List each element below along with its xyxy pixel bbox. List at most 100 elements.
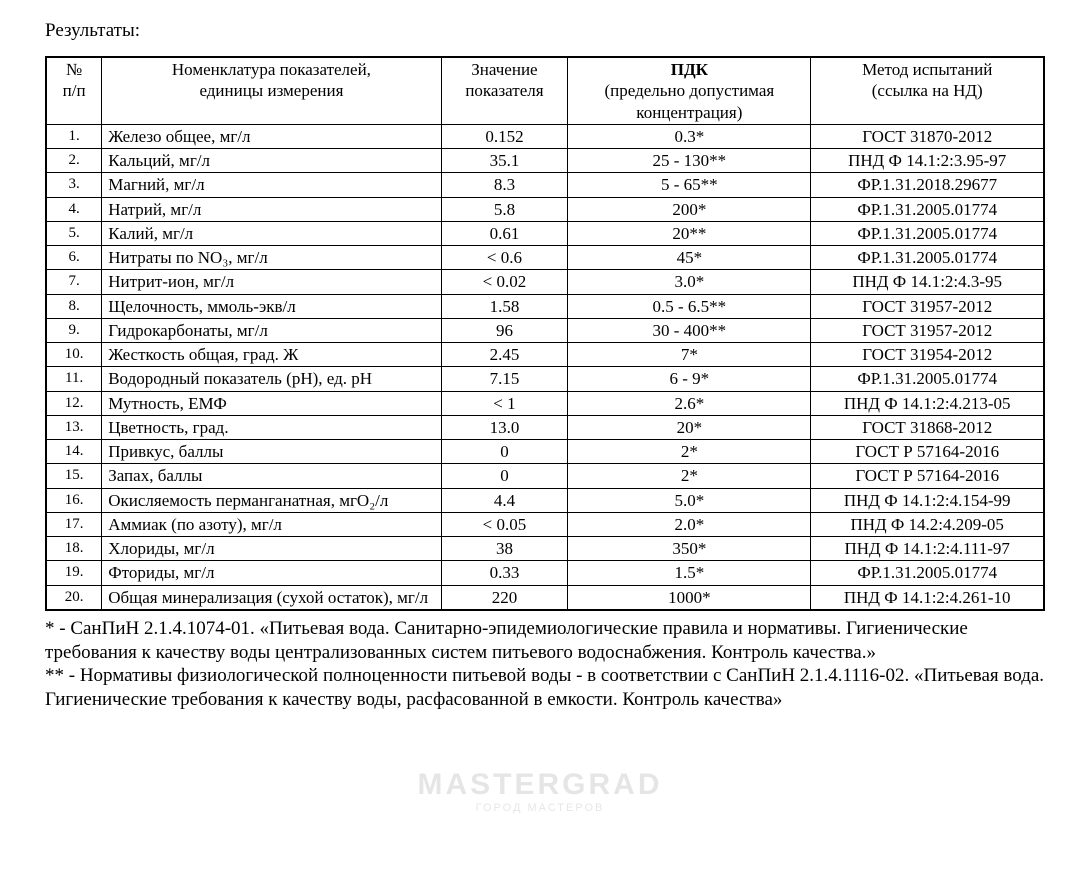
results-title: Результаты: <box>45 20 1045 42</box>
table-row: 14.Привкус, баллы02*ГОСТ Р 57164-2016 <box>46 440 1044 464</box>
results-table: №п/п Номенклатура показателей,единицы из… <box>45 56 1045 611</box>
table-row: 12.Мутность, ЕМФ< 12.6*ПНД Ф 14.1:2:4.21… <box>46 391 1044 415</box>
cell-num: 8. <box>46 294 102 318</box>
cell-method: ФР.1.31.2005.01774 <box>811 197 1044 221</box>
table-row: 7.Нитрит-ион, мг/л< 0.023.0*ПНД Ф 14.1:2… <box>46 270 1044 294</box>
cell-method: ГОСТ 31957-2012 <box>811 294 1044 318</box>
cell-pdk: 2.6* <box>568 391 811 415</box>
cell-pdk: 0.5 - 6.5** <box>568 294 811 318</box>
table-row: 8.Щелочность, ммоль-экв/л1.580.5 - 6.5**… <box>46 294 1044 318</box>
footnote-2: ** - Нормативы физиологической полноценн… <box>45 664 1045 712</box>
table-row: 20.Общая минерализация (сухой остаток), … <box>46 585 1044 610</box>
cell-value: 96 <box>441 318 568 342</box>
cell-num: 16. <box>46 488 102 512</box>
cell-method: ГОСТ 31868-2012 <box>811 415 1044 439</box>
cell-name: Нитрит-ион, мг/л <box>102 270 441 294</box>
cell-value: < 0.02 <box>441 270 568 294</box>
cell-num: 14. <box>46 440 102 464</box>
cell-method: ФР.1.31.2005.01774 <box>811 221 1044 245</box>
cell-name: Водородный показатель (pH), ед. pH <box>102 367 441 391</box>
cell-pdk: 2* <box>568 440 811 464</box>
cell-method: ФР.1.31.2005.01774 <box>811 561 1044 585</box>
cell-value: 38 <box>441 537 568 561</box>
cell-value: < 0.05 <box>441 512 568 536</box>
cell-method: ФР.1.31.2005.01774 <box>811 246 1044 270</box>
cell-value: < 0.6 <box>441 246 568 270</box>
cell-value: 8.3 <box>441 173 568 197</box>
cell-name: Кальций, мг/л <box>102 149 441 173</box>
cell-value: 35.1 <box>441 149 568 173</box>
cell-pdk: 0.3* <box>568 124 811 148</box>
watermark-top: MASTERGRAD <box>418 770 663 800</box>
watermark-bottom: ГОРОД МАСТЕРОВ <box>418 802 663 814</box>
cell-pdk: 45* <box>568 246 811 270</box>
col-header-pdk: ПДК(предельно допустимая концентрация) <box>568 57 811 124</box>
cell-pdk: 25 - 130** <box>568 149 811 173</box>
cell-method: ГОСТ 31957-2012 <box>811 318 1044 342</box>
cell-method: ГОСТ Р 57164-2016 <box>811 464 1044 488</box>
cell-name: Жесткость общая, град. Ж <box>102 343 441 367</box>
cell-name: Железо общее, мг/л <box>102 124 441 148</box>
footnote-1: * - СанПиН 2.1.4.1074-01. «Питьевая вода… <box>45 617 1045 665</box>
cell-num: 9. <box>46 318 102 342</box>
table-body: 1.Железо общее, мг/л0.1520.3*ГОСТ 31870-… <box>46 124 1044 610</box>
table-row: 11.Водородный показатель (pH), ед. pH7.1… <box>46 367 1044 391</box>
cell-pdk: 30 - 400** <box>568 318 811 342</box>
table-row: 9.Гидрокарбонаты, мг/л9630 - 400**ГОСТ 3… <box>46 318 1044 342</box>
cell-num: 18. <box>46 537 102 561</box>
col-header-name: Номенклатура показателей,единицы измерен… <box>102 57 441 124</box>
cell-value: 7.15 <box>441 367 568 391</box>
table-row: 19.Фториды, мг/л0.331.5*ФР.1.31.2005.017… <box>46 561 1044 585</box>
cell-value: 4.4 <box>441 488 568 512</box>
cell-pdk: 7* <box>568 343 811 367</box>
cell-pdk: 2.0* <box>568 512 811 536</box>
cell-value: 5.8 <box>441 197 568 221</box>
cell-value: 13.0 <box>441 415 568 439</box>
table-row: 10.Жесткость общая, град. Ж2.457*ГОСТ 31… <box>46 343 1044 367</box>
cell-method: ГОСТ Р 57164-2016 <box>811 440 1044 464</box>
cell-method: ПНД Ф 14.1:2:4.213-05 <box>811 391 1044 415</box>
cell-value: 1.58 <box>441 294 568 318</box>
table-row: 13.Цветность, град.13.020*ГОСТ 31868-201… <box>46 415 1044 439</box>
cell-name: Запах, баллы <box>102 464 441 488</box>
cell-value: 220 <box>441 585 568 610</box>
cell-pdk: 1000* <box>568 585 811 610</box>
cell-num: 17. <box>46 512 102 536</box>
cell-method: ФР.1.31.2005.01774 <box>811 367 1044 391</box>
cell-method: ПНД Ф 14.1:2:4.154-99 <box>811 488 1044 512</box>
cell-num: 4. <box>46 197 102 221</box>
col-header-num: №п/п <box>46 57 102 124</box>
cell-value: 0.152 <box>441 124 568 148</box>
cell-pdk: 5 - 65** <box>568 173 811 197</box>
cell-num: 10. <box>46 343 102 367</box>
cell-num: 15. <box>46 464 102 488</box>
table-header-row: №п/п Номенклатура показателей,единицы из… <box>46 57 1044 124</box>
cell-num: 19. <box>46 561 102 585</box>
cell-method: ПНД Ф 14.1:2:4.111-97 <box>811 537 1044 561</box>
cell-name: Фториды, мг/л <box>102 561 441 585</box>
cell-pdk: 20** <box>568 221 811 245</box>
cell-name: Магний, мг/л <box>102 173 441 197</box>
table-row: 5.Калий, мг/л0.6120**ФР.1.31.2005.01774 <box>46 221 1044 245</box>
cell-pdk: 5.0* <box>568 488 811 512</box>
cell-method: ПНД Ф 14.1:2:3.95-97 <box>811 149 1044 173</box>
cell-name: Калий, мг/л <box>102 221 441 245</box>
cell-pdk: 2* <box>568 464 811 488</box>
cell-value: 0 <box>441 440 568 464</box>
table-row: 3.Магний, мг/л8.35 - 65**ФР.1.31.2018.29… <box>46 173 1044 197</box>
table-row: 16.Окисляемость перманганатная, мгO₂/л4.… <box>46 488 1044 512</box>
cell-pdk: 1.5* <box>568 561 811 585</box>
cell-pdk: 350* <box>568 537 811 561</box>
cell-name: Окисляемость перманганатная, мгO₂/л <box>102 488 441 512</box>
cell-num: 12. <box>46 391 102 415</box>
cell-num: 2. <box>46 149 102 173</box>
cell-value: < 1 <box>441 391 568 415</box>
cell-num: 6. <box>46 246 102 270</box>
cell-num: 7. <box>46 270 102 294</box>
col-header-method: Метод испытаний(ссылка на НД) <box>811 57 1044 124</box>
cell-num: 11. <box>46 367 102 391</box>
cell-value: 0.33 <box>441 561 568 585</box>
cell-method: ГОСТ 31870-2012 <box>811 124 1044 148</box>
cell-method: ФР.1.31.2018.29677 <box>811 173 1044 197</box>
cell-name: Хлориды, мг/л <box>102 537 441 561</box>
